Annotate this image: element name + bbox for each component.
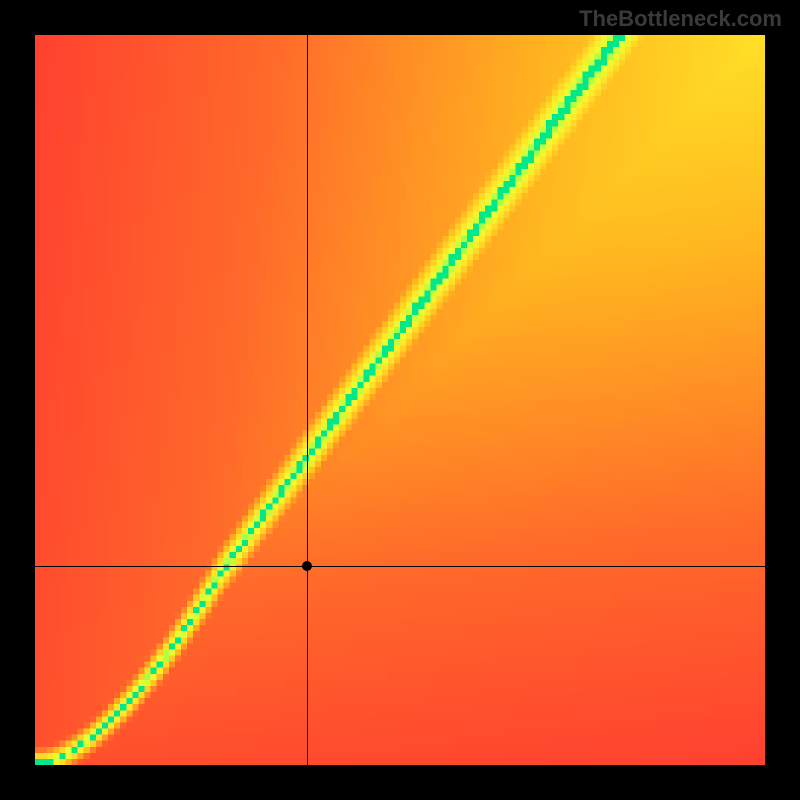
crosshair-horizontal	[35, 566, 765, 567]
watermark-text: TheBottleneck.com	[579, 6, 782, 32]
heatmap-canvas	[35, 35, 765, 765]
marker-dot	[302, 561, 312, 571]
heatmap-plot	[35, 35, 765, 765]
crosshair-vertical	[307, 35, 308, 765]
